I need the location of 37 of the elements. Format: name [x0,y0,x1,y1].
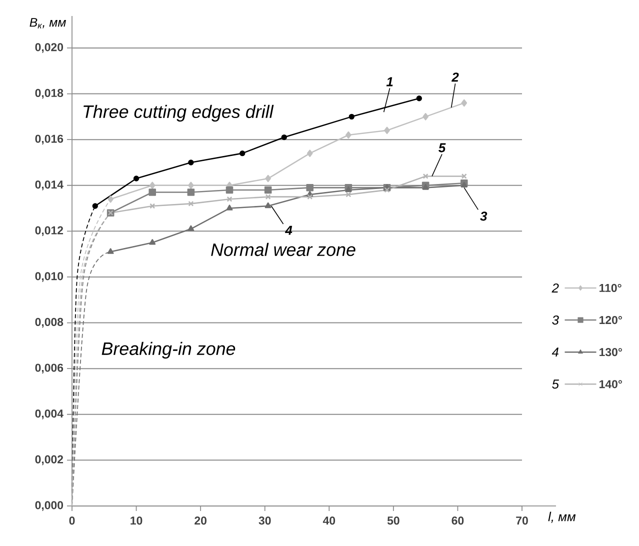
x-tick-label: 60 [452,516,464,525]
text: 4 [552,348,558,357]
x-tick-label: 40 [322,516,336,525]
x-axis-title: l, мм [548,512,576,523]
x-tick-label: 30 [258,516,271,525]
y-tick-label: 0,014 [35,180,64,190]
y-tick-label: 0,012 [35,226,64,236]
text: 2 [552,283,559,292]
text: 5 [552,380,560,389]
y-tick-label: 0,010 [35,272,64,282]
x-tick-label: 0 [69,516,75,525]
annotation: Three cutting edges drill [84,104,274,122]
legend-label: 130° [600,348,622,356]
text: 3 [552,315,559,325]
y-tick-label: 0,018 [35,88,64,99]
y-tick-label: 0,016 [35,134,64,144]
x-tick-label: 20 [194,516,206,525]
annotation: 5 [438,143,446,152]
annotation: 4 [284,226,292,235]
legend-label: 120° [600,316,622,324]
annotation: 1 [386,77,393,86]
x-tick-label: 10 [130,516,142,525]
legend-label: 110° [600,284,622,292]
legend-label: 140° [600,380,622,388]
y-tick-label: 0,002 [35,455,64,466]
annotation: Breaking-in zone [102,342,236,359]
annotation: Normal wear zone [211,242,356,256]
annotation: 3 [480,212,488,221]
y-tick-label: 0,000 [35,501,64,511]
annotation: 2 [451,72,459,82]
y-axis-title: B$_{к}$, мм [30,18,66,28]
x-tick-label: 70 [516,516,528,525]
y-tick-label: 0,004 [35,409,64,420]
y-tick-label: 0,020 [35,43,64,53]
y-tick-label: 0,008 [35,318,64,328]
y-tick-label: 0,006 [35,364,64,374]
x-tick-label: 50 [387,516,400,525]
